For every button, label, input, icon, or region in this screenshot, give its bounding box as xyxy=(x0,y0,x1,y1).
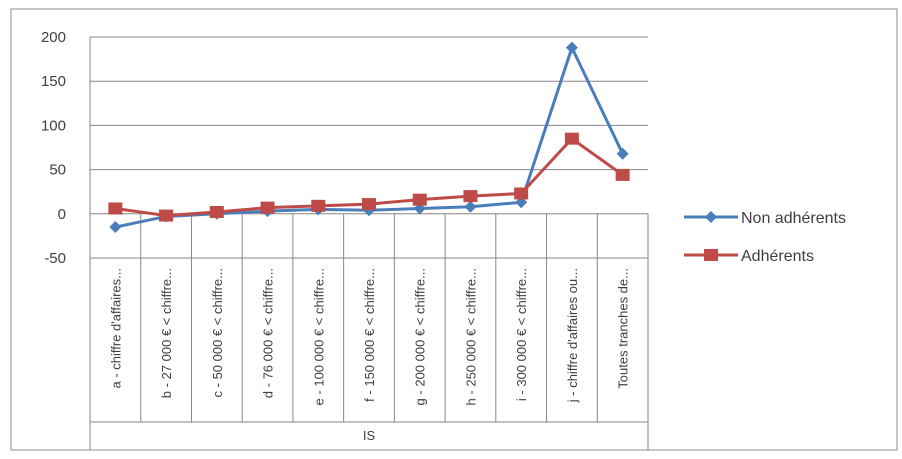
axis-labels: 200 150 100 50 0 -50 a - chiffre d'affaires...… xyxy=(41,29,631,405)
series-2 xyxy=(108,132,630,222)
legend-item: Adhérents xyxy=(684,248,814,265)
data-point xyxy=(565,41,578,54)
data-point xyxy=(463,190,478,203)
x-tick-label: i - 300 000 € < chiffre... xyxy=(514,268,529,401)
x-tick-label: b - 27 000 € < chiffre... xyxy=(159,268,174,398)
x-tick-label: d - 76 000 € < chiffre... xyxy=(261,268,276,398)
data-point xyxy=(159,209,174,222)
legend-label: Non adhérents xyxy=(741,210,846,227)
data-point xyxy=(412,193,427,206)
data-point xyxy=(464,200,477,213)
data-point xyxy=(615,168,630,181)
data-point xyxy=(564,132,579,145)
series xyxy=(108,41,630,234)
data-point xyxy=(514,187,529,200)
data-point xyxy=(108,202,123,215)
axes xyxy=(89,37,649,450)
y-tick-label: 100 xyxy=(41,117,66,134)
x-tick-label: j - chiffre d'affaires ou... xyxy=(565,268,580,403)
y-tick-label: 50 xyxy=(49,162,66,179)
x-tick-label: a - chiffre d'affaires... xyxy=(108,268,123,389)
data-point xyxy=(311,199,326,212)
data-point xyxy=(616,147,629,160)
legend-marker xyxy=(704,249,718,261)
legend-label: Adhérents xyxy=(741,248,814,265)
x-axis-title: IS xyxy=(363,428,376,443)
x-tick-label: c - 50 000 € < chiffre... xyxy=(210,268,225,397)
data-point xyxy=(109,221,122,234)
y-tick-label: 200 xyxy=(41,29,66,46)
data-point xyxy=(209,206,224,219)
x-tick-label: e - 100 000 € < chiffre... xyxy=(311,268,326,405)
x-tick-label: Toutes tranches de... xyxy=(616,268,631,389)
chart-border xyxy=(10,8,898,451)
data-point xyxy=(362,198,376,211)
legend-marker xyxy=(705,211,717,223)
x-tick-label: h - 250 000 € < chiffre... xyxy=(463,268,478,405)
y-tick-label: 150 xyxy=(41,73,66,90)
legend: Non adhérents Adhérents xyxy=(684,210,846,265)
legend-item: Non adhérents xyxy=(684,210,846,227)
data-point xyxy=(260,201,275,214)
x-tick-label: f - 150 000 € < chiffre... xyxy=(362,268,377,402)
y-tick-label: -50 xyxy=(44,250,66,267)
x-tick-label: g - 200 000 € < chiffre... xyxy=(413,268,428,405)
y-tick-label: 0 xyxy=(58,206,66,223)
